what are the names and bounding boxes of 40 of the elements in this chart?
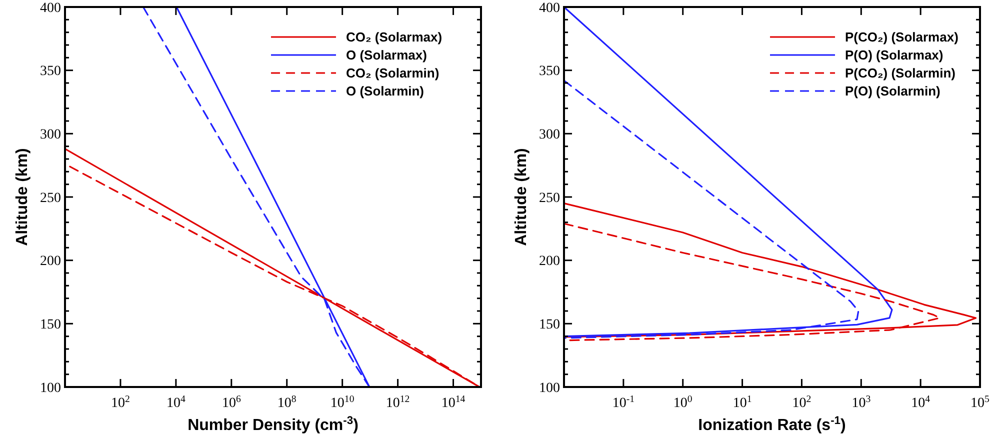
x-tick-label: 10$^{4}$ bbox=[911, 394, 930, 411]
y-tick-label: 200 bbox=[539, 254, 560, 270]
legend-label: P(O) (Solarmin) bbox=[845, 84, 940, 99]
x-tick-label: 10$^{3}$ bbox=[852, 394, 871, 411]
x-tick-label: 10$^{5}$ bbox=[970, 394, 990, 411]
y-tick-label: 250 bbox=[40, 190, 61, 206]
y-tick-label: 300 bbox=[539, 128, 560, 143]
x-tick-label: 10$^{4}$ bbox=[166, 394, 186, 411]
y-tick-label: 400 bbox=[539, 0, 560, 16]
y-tick-label: 100 bbox=[539, 380, 560, 396]
legend-label: P(CO₂) (Solarmax) bbox=[845, 30, 958, 45]
legend-label: O (Solarmin) bbox=[346, 84, 424, 99]
x-tick-label: 10$^{6}$ bbox=[222, 394, 241, 411]
y-tick-label: 150 bbox=[40, 318, 61, 333]
x-axis-title: Number Density (cm$^{-3}$) bbox=[188, 415, 358, 434]
x-tick-label: 10$^{0}$ bbox=[673, 394, 692, 411]
x-tick-label: 10$^{1}$ bbox=[732, 394, 752, 411]
y-tick-label: 250 bbox=[539, 190, 560, 206]
legend-label: P(O) (Solarmax) bbox=[845, 48, 944, 63]
legend-label: P(CO₂) (Solarmin) bbox=[845, 66, 956, 81]
y-tick-label: 300 bbox=[40, 128, 61, 143]
y-axis-title: Altitude (km) bbox=[14, 148, 31, 246]
y-tick-label: 150 bbox=[539, 318, 560, 333]
y-tick-label: 350 bbox=[539, 64, 560, 80]
x-axis-title: Ionization Rate (s$^{-1}$) bbox=[698, 415, 846, 434]
x-tick-label: 10$^{12}$ bbox=[386, 394, 410, 411]
x-tick-label: 10$^{-1}$ bbox=[612, 394, 635, 411]
x-tick-label: 10$^{2}$ bbox=[792, 394, 812, 411]
y-tick-label: 200 bbox=[40, 254, 61, 270]
x-tick-label: 10$^{14}$ bbox=[441, 394, 466, 411]
x-tick-label: 10$^{2}$ bbox=[111, 394, 130, 411]
y-tick-label: 400 bbox=[40, 0, 61, 16]
legend-label: CO₂ (Solarmin) bbox=[346, 66, 440, 81]
y-tick-label: 100 bbox=[40, 380, 61, 396]
x-tick-label: 10$^{10}$ bbox=[330, 394, 354, 411]
x-tick-label: 10$^{8}$ bbox=[277, 394, 296, 411]
legend-label: O (Solarmax) bbox=[346, 48, 427, 63]
legend-label: CO₂ (Solarmax) bbox=[346, 30, 442, 45]
y-tick-label: 350 bbox=[40, 64, 61, 80]
y-axis-title: Altitude (km) bbox=[513, 148, 530, 246]
